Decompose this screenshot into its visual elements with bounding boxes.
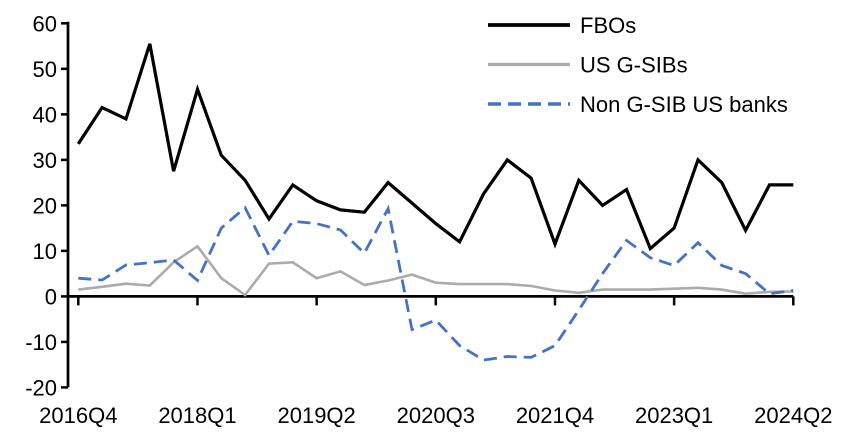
chart-series <box>76 43 794 362</box>
series-line-us-g-sibs <box>78 244 794 297</box>
x-tick-label: 2023Q1 <box>635 403 713 428</box>
y-tick-label: -10 <box>25 330 57 355</box>
y-tick-label: 40 <box>33 102 57 127</box>
y-tick-label: 50 <box>33 57 57 82</box>
legend-label-non-g-sib-us-banks: Non G-SIB US banks <box>580 92 788 117</box>
x-tick-label: 2024Q2 <box>754 403 832 428</box>
y-tick-label: 0 <box>45 284 57 309</box>
y-tick-label: -20 <box>25 375 57 400</box>
x-tick-label: 2019Q2 <box>277 403 355 428</box>
x-tick-label: 2021Q4 <box>516 403 594 428</box>
y-axis: -20 -10 0 10 20 30 40 50 60 <box>25 11 70 400</box>
x-tick-label: 2020Q3 <box>397 403 475 428</box>
series-line-non-g-sib-us-banks <box>78 204 794 362</box>
x-tick-label: 2018Q1 <box>158 403 236 428</box>
y-tick-label: 30 <box>33 148 57 173</box>
legend-label-us-g-sibs: US G-SIBs <box>580 53 688 78</box>
y-tick-label: 20 <box>33 193 57 218</box>
y-tick-label: 60 <box>33 11 57 36</box>
y-tick-label: 10 <box>33 239 57 264</box>
legend: FBOs US G-SIBs Non G-SIB US banks <box>488 13 788 117</box>
legend-label-fbos: FBOs <box>580 13 636 38</box>
x-axis: 2016Q4 2018Q1 2019Q2 2020Q3 2021Q4 2023Q1 2024… <box>39 295 832 428</box>
x-tick-label: 2016Q4 <box>39 403 117 428</box>
series-line-fbos <box>76 43 794 252</box>
